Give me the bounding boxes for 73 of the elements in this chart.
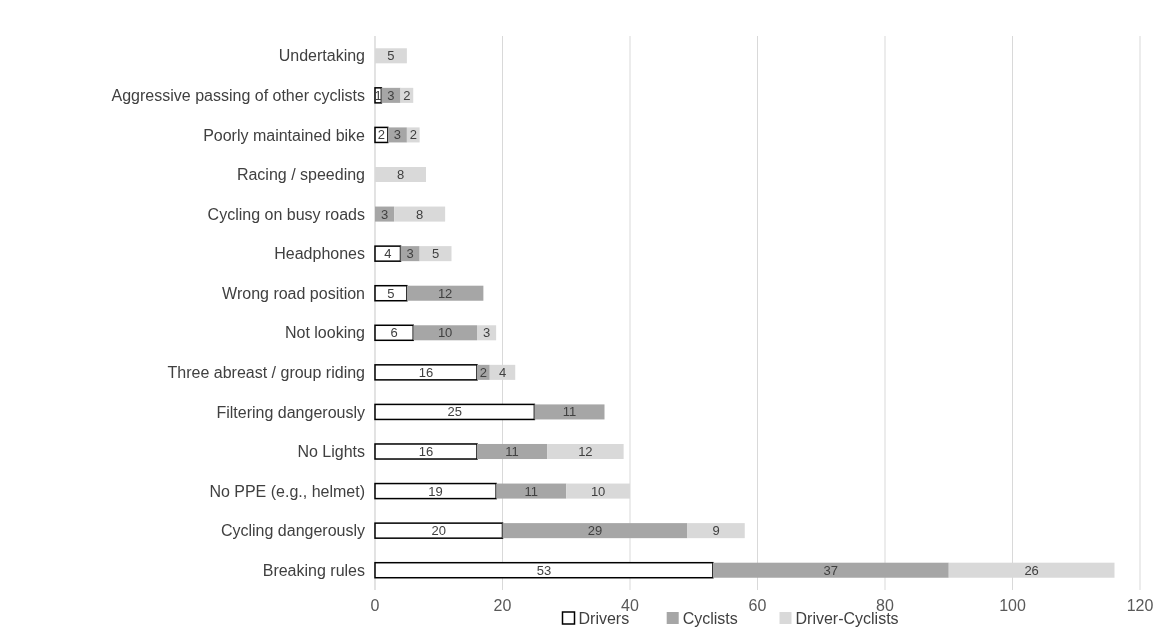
- data-label: 11: [562, 404, 577, 420]
- data-label: 12: [578, 444, 593, 460]
- data-label: 26: [1024, 562, 1039, 578]
- data-label: 3: [387, 87, 395, 103]
- y-tick-label: No PPE (e.g., helmet): [209, 482, 365, 500]
- bar: [413, 325, 477, 341]
- y-tick-label: Breaking rules: [262, 561, 365, 579]
- data-label: 2: [403, 87, 411, 103]
- data-label: 3: [406, 246, 414, 262]
- y-tick-label: Three abreast / group riding: [167, 363, 365, 381]
- bar: [374, 403, 536, 421]
- data-label: 20: [431, 523, 446, 539]
- bar: [547, 443, 624, 460]
- x-tick-label: 20: [493, 597, 512, 615]
- data-label: 8: [416, 206, 424, 222]
- data-label: 4: [384, 246, 392, 262]
- bar: [374, 482, 497, 500]
- y-tick-label: No Lights: [297, 443, 365, 461]
- data-label: 3: [482, 325, 491, 341]
- bar: [406, 285, 484, 301]
- y-tick-label: Cycling dangerously: [220, 522, 365, 540]
- x-tick-label: 100: [999, 597, 1026, 615]
- y-tick-label: Wrong road position: [222, 284, 365, 302]
- data-label: 3: [393, 127, 401, 143]
- data-label: 11: [505, 444, 519, 460]
- data-label: 19: [428, 483, 443, 499]
- data-label: 12: [437, 285, 453, 301]
- data-label: 37: [823, 562, 839, 578]
- data-label: 16: [418, 364, 434, 380]
- x-tick-label: 0: [370, 597, 380, 615]
- data-label: 25: [447, 404, 462, 420]
- bar: [477, 443, 548, 460]
- bar: [534, 404, 605, 420]
- data-label: 10: [437, 325, 453, 341]
- y-tick-label: Filtering dangerously: [216, 403, 365, 421]
- data-label: 2: [479, 364, 487, 380]
- data-label: 2: [377, 127, 385, 143]
- bar: [712, 562, 949, 578]
- data-label: 4: [498, 364, 507, 380]
- bar: [374, 245, 402, 262]
- data-label: 9: [712, 523, 720, 539]
- bar: [374, 522, 504, 539]
- y-tick-label: Poorly maintained bike: [203, 126, 366, 144]
- data-label: 10: [590, 483, 606, 499]
- data-label: 8: [396, 167, 405, 183]
- bar: [496, 483, 567, 499]
- data-label: 11: [524, 483, 538, 499]
- bar: [502, 523, 688, 539]
- data-label: 5: [431, 246, 440, 262]
- bar: [374, 561, 714, 579]
- legend-label: Cyclists: [682, 609, 738, 627]
- bar: [374, 364, 478, 381]
- data-label: 29: [587, 523, 603, 539]
- y-tick-label: Racing / speeding: [236, 166, 365, 184]
- data-label: 3: [380, 206, 389, 222]
- bar: [394, 206, 446, 222]
- x-tick-label: 40: [621, 597, 639, 615]
- y-tick-label: Undertaking: [278, 47, 365, 65]
- bar: [687, 523, 745, 539]
- y-tick-label: Not looking: [284, 324, 365, 342]
- y-tick-label: Headphones: [274, 245, 365, 263]
- x-tick-label: 60: [748, 597, 767, 615]
- bar: [374, 443, 478, 460]
- data-label: 16: [418, 444, 434, 460]
- y-tick-label: Cycling on busy roads: [207, 205, 365, 223]
- data-label: 5: [387, 285, 395, 301]
- y-tick-label: Aggressive passing of other cyclists: [111, 86, 365, 104]
- data-label: 6: [390, 325, 398, 341]
- data-label: 5: [387, 48, 395, 64]
- bar: [419, 246, 452, 262]
- data-label: 53: [536, 562, 552, 578]
- data-label: 2: [409, 127, 417, 143]
- x-tick-label: 120: [1126, 597, 1154, 615]
